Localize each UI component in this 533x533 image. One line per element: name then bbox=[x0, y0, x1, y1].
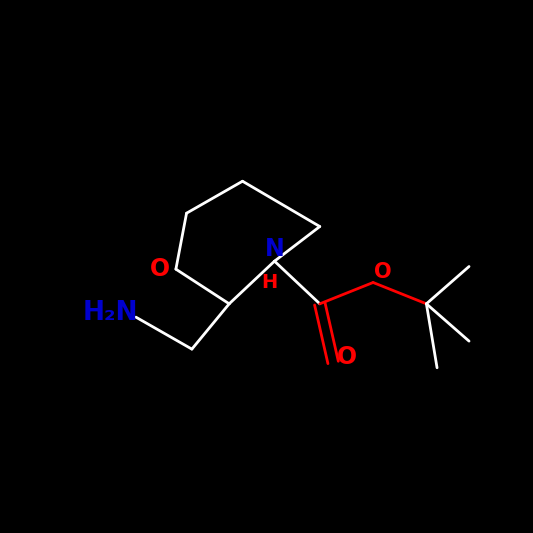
Text: H₂N: H₂N bbox=[83, 300, 138, 326]
Text: O: O bbox=[150, 257, 170, 281]
Text: N: N bbox=[264, 237, 285, 262]
Text: O: O bbox=[374, 262, 392, 282]
Text: O: O bbox=[336, 345, 357, 369]
Text: H: H bbox=[261, 273, 277, 292]
